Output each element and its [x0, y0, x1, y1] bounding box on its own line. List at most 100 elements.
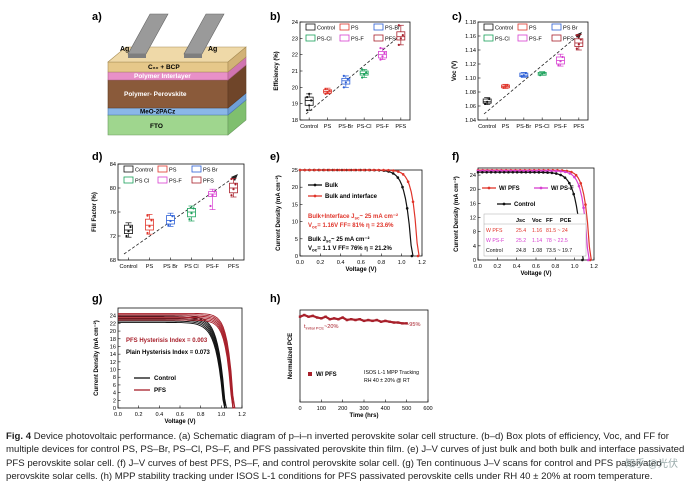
data-point	[367, 168, 371, 172]
data-point	[396, 170, 400, 173]
data-point	[387, 168, 390, 172]
data-point	[346, 78, 349, 81]
data-point	[188, 218, 191, 221]
legend-label: PS Br	[563, 26, 578, 32]
legend-label: PS-F	[351, 37, 364, 43]
panel-c-voc-boxplot: c) 1.04 1.06 1.08 1.10 1.12 1.14 1.16 1.18 Voc (V…	[452, 11, 589, 130]
legend-label: PS Cl	[135, 179, 149, 185]
data-point	[318, 168, 321, 172]
data-point	[391, 172, 395, 175]
y-tick-label: 80	[110, 186, 116, 192]
y-axis-label: Efficiency (%)	[274, 51, 280, 90]
data-point	[209, 204, 212, 208]
x-tick-label: 500	[402, 406, 411, 412]
data-point	[511, 170, 515, 174]
legend-swatch	[373, 23, 384, 31]
data-point	[541, 171, 545, 174]
legend-marker	[308, 372, 312, 376]
data-point	[323, 168, 326, 172]
data-point	[372, 168, 376, 172]
x-tick-label: PS-F	[206, 264, 219, 270]
table-cell: 73.5 ~ 19.7	[546, 248, 572, 254]
layer-label: Ag	[208, 46, 217, 53]
y-tick-label: 24	[110, 314, 116, 320]
y-axis-label: Current Density (mA cm⁻²)	[453, 176, 460, 252]
annotation: Plain Hysterisis Index = 0.073	[126, 350, 211, 356]
data-point	[347, 168, 351, 172]
data-point	[375, 318, 378, 322]
data-point	[308, 92, 311, 95]
data-point	[306, 109, 309, 112]
y-tick-label: 20	[110, 329, 116, 335]
x-tick-label: Control	[119, 264, 137, 270]
x-tick-label: 0.8	[377, 260, 385, 266]
table-cell: W PFS	[486, 228, 503, 234]
data-point	[550, 169, 553, 173]
layer-label: Polymer- Perovskite	[124, 91, 187, 98]
data-point	[344, 81, 347, 84]
data-point	[559, 173, 562, 177]
data-point	[213, 190, 216, 193]
x-tick-label: PS-F	[554, 124, 567, 130]
data-point	[416, 254, 420, 258]
legend-label: PS Br	[203, 168, 218, 174]
data-point	[489, 170, 493, 174]
legend-marker	[313, 194, 317, 198]
legend-marker	[487, 186, 491, 190]
data-point	[392, 321, 396, 324]
x-tick-label: 0.4	[155, 412, 163, 418]
y-tick-label: 10	[110, 368, 116, 374]
legend-swatch	[339, 34, 350, 42]
x-tick-label: 1.2	[418, 260, 426, 266]
y-tick-label: 21	[292, 69, 298, 75]
data-point	[169, 219, 172, 223]
legend-label: W/ PFS	[316, 372, 337, 378]
data-point	[546, 171, 549, 174]
data-point	[484, 102, 487, 105]
data-point	[401, 173, 405, 176]
x-tick-label: PS-Cl	[535, 124, 550, 130]
data-point	[515, 170, 519, 174]
panel-h-letter: h)	[270, 293, 281, 305]
data-point	[315, 316, 319, 319]
legend-swatch	[191, 176, 202, 184]
annotation: Voc= 1.1 V FF= 76% η = 21.2%	[308, 246, 392, 253]
legend-label: PS-Cl	[495, 37, 510, 43]
data-point	[345, 318, 349, 322]
data-point	[148, 225, 151, 228]
data-point	[371, 319, 374, 323]
data-point	[332, 317, 336, 320]
legend-label: Bulk	[325, 183, 339, 189]
y-axis-label: Current Density (mA cm⁻²)	[275, 175, 282, 251]
data-point	[310, 99, 313, 102]
data-point	[554, 169, 558, 173]
legend-swatch	[157, 176, 168, 184]
legend-label: Bulk and interface	[325, 194, 378, 200]
legend-label: Control	[135, 168, 153, 174]
data-point	[586, 258, 590, 262]
data-point	[476, 170, 480, 174]
x-tick-label: 1.0	[398, 260, 406, 266]
data-point	[230, 194, 233, 197]
annotation: tinitial PCE~20%	[304, 324, 339, 330]
annotation: Voc= 1.16V FF= 81% η = 23.6%	[308, 223, 394, 230]
legend-label: PS	[529, 26, 537, 32]
data-point	[341, 316, 344, 319]
table-cell: 78 ~ 22.5	[546, 238, 568, 244]
legend-marker	[539, 186, 543, 190]
data-point	[527, 169, 530, 173]
data-point	[575, 34, 578, 37]
legend-label: PS-F	[169, 179, 182, 185]
data-point	[568, 181, 571, 185]
data-point	[354, 318, 357, 322]
data-point	[543, 71, 546, 74]
data-point	[379, 320, 383, 323]
legend-label: PFS	[154, 387, 166, 394]
x-tick-label: PFS	[228, 264, 239, 270]
data-point	[298, 168, 302, 172]
data-point	[127, 230, 130, 233]
series-line	[118, 321, 227, 409]
data-point	[311, 314, 314, 318]
y-tick-label: 72	[110, 234, 116, 240]
data-point	[563, 176, 567, 179]
